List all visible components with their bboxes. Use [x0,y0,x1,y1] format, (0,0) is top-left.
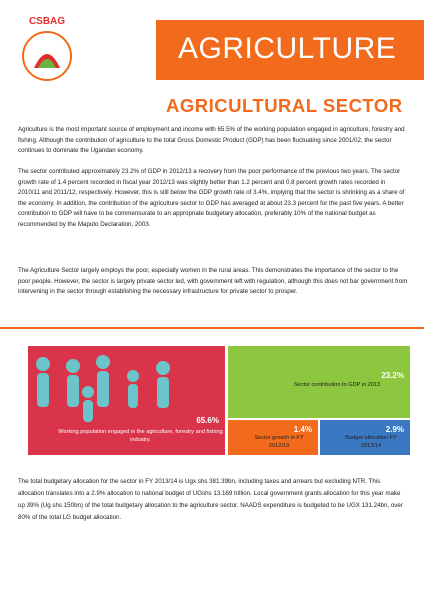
orange-panel: 1.4% Sector growth in FY 2012/13 [228,420,318,455]
stat-value: 2.9% [385,425,404,434]
banner: AGRICULTURE [156,20,424,80]
red-panel: 65.6% Working population engaged in the … [28,346,225,455]
paragraph: Agriculture is the most important source… [18,126,405,155]
stat-label: Working population engaged in the agricu… [58,429,223,443]
paragraph: The sector contributed approximately 23.… [18,168,405,228]
logo: CSBAG [22,16,72,81]
people [36,355,170,422]
stat-value: 1.4% [293,425,312,434]
blue-panel: 2.9% Budget allocation FY 2013/14 [320,420,410,455]
divider [0,327,424,329]
stat-value: 23.2% [381,371,404,380]
logo-shape [38,59,56,68]
banner-text: AGRICULTURE [178,32,397,65]
stat-value: 65.6% [196,416,219,425]
stat-label: Sector growth in FY 2012/13 [254,435,304,449]
title-box: AGRICULTURAL SECTOR [0,95,424,125]
logo-ring [22,31,72,81]
logo-text: CSBAG [29,16,65,27]
stat-label: Budget allocation FY 2013/14 [345,435,397,449]
paragraph: The total budgetary allocation for the s… [18,478,403,521]
green-panel: 23.2% Sector contribution to GDP in 2013 [228,346,410,418]
section-title: AGRICULTURAL SECTOR [166,95,403,116]
stat-label: Sector contribution to GDP in 2013 [293,382,381,388]
people-icons [36,355,170,422]
paragraph: The Agriculture Sector largely employs t… [18,267,408,296]
